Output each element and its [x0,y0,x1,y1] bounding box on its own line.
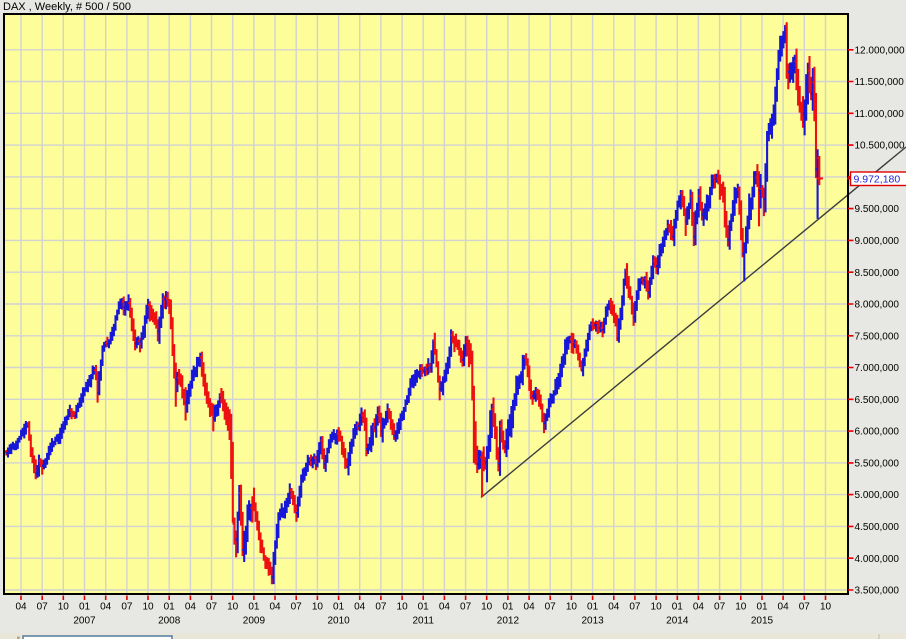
svg-text:01: 01 [418,601,430,612]
svg-text:10: 10 [227,601,239,612]
svg-text:6.000,000: 6.000,000 [855,427,900,438]
svg-text:2010: 2010 [327,615,350,626]
svg-text:10: 10 [481,601,493,612]
svg-text:07: 07 [714,601,726,612]
svg-text:04: 04 [439,601,451,612]
svg-text:4.000,000: 4.000,000 [855,554,900,565]
svg-text:10: 10 [142,601,154,612]
svg-text:07: 07 [799,601,811,612]
svg-text:10: 10 [820,601,832,612]
svg-text:04: 04 [269,601,281,612]
svg-text:01: 01 [502,601,514,612]
svg-text:7.000,000: 7.000,000 [855,363,900,374]
svg-text:04: 04 [693,601,705,612]
svg-text:2013: 2013 [581,615,604,626]
svg-text:2009: 2009 [243,615,266,626]
svg-text:01: 01 [756,601,768,612]
svg-text:07: 07 [37,601,49,612]
svg-text:04: 04 [354,601,366,612]
svg-text:12.000,000: 12.000,000 [855,45,905,56]
svg-text:8.500,000: 8.500,000 [855,268,900,279]
svg-text:07: 07 [206,601,218,612]
svg-text:9.500,000: 9.500,000 [855,204,900,215]
svg-text:6.500,000: 6.500,000 [855,395,900,406]
svg-text:07: 07 [291,601,303,612]
svg-text:8.000,000: 8.000,000 [855,300,900,311]
svg-text:04: 04 [778,601,790,612]
svg-text:07: 07 [545,601,557,612]
svg-text:2012: 2012 [497,615,520,626]
svg-text:07: 07 [460,601,472,612]
svg-text:9.000,000: 9.000,000 [855,236,900,247]
svg-text:01: 01 [248,601,260,612]
svg-text:4.500,000: 4.500,000 [855,522,900,533]
svg-text:10: 10 [735,601,747,612]
svg-text:04: 04 [100,601,112,612]
svg-text:07: 07 [375,601,387,612]
svg-text:9.972,180: 9.972,180 [854,174,901,186]
svg-text:07: 07 [629,601,641,612]
svg-text:2007: 2007 [73,615,96,626]
svg-text:10.500,000: 10.500,000 [855,141,905,152]
svg-text:3.500,000: 3.500,000 [855,586,900,597]
svg-text:2011: 2011 [412,615,434,626]
svg-text:01: 01 [672,601,684,612]
svg-text:04: 04 [524,601,536,612]
svg-text:10: 10 [566,601,578,612]
svg-text:10: 10 [651,601,663,612]
svg-text:07: 07 [121,601,133,612]
svg-text:10: 10 [397,601,409,612]
svg-text:5.500,000: 5.500,000 [855,459,900,470]
svg-text:10: 10 [312,601,324,612]
svg-text:2008: 2008 [158,615,181,626]
svg-text:04: 04 [15,601,27,612]
svg-text:DAX , Weekly, # 500 / 500: DAX , Weekly, # 500 / 500 [3,1,131,13]
svg-text:11.000,000: 11.000,000 [855,109,905,120]
svg-text:04: 04 [185,601,197,612]
svg-text:01: 01 [79,601,91,612]
svg-text:11.500,000: 11.500,000 [855,77,905,88]
svg-text:5.000,000: 5.000,000 [855,490,900,501]
svg-text:04: 04 [608,601,620,612]
svg-text:01: 01 [587,601,599,612]
svg-text:7.500,000: 7.500,000 [855,331,900,342]
svg-text:01: 01 [333,601,345,612]
svg-text:2015: 2015 [751,615,774,626]
svg-text:10: 10 [58,601,70,612]
svg-text:01: 01 [164,601,176,612]
svg-text:2014: 2014 [666,615,689,626]
